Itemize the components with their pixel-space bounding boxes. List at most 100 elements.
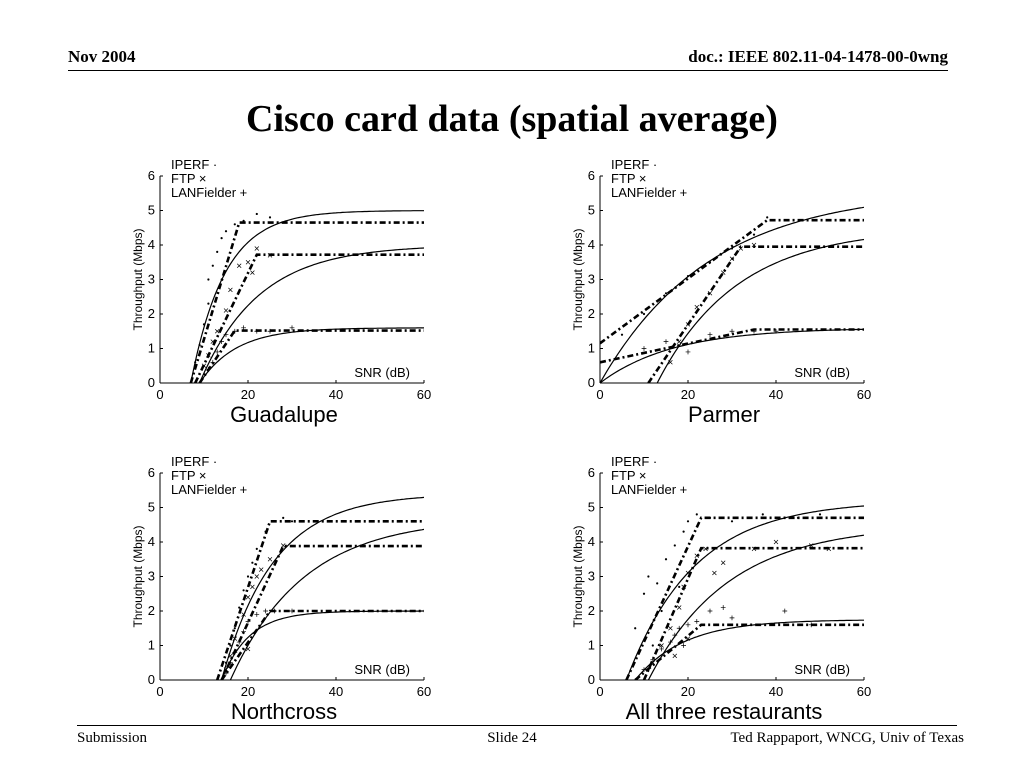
data-point-iperf: [290, 520, 294, 523]
data-point-ftp: [245, 646, 251, 652]
piecewise-fit-line: [220, 544, 424, 680]
slide-title: Cisco card data (spatial average): [246, 98, 778, 140]
data-point-lanfielder: [659, 646, 664, 652]
y-tick-label: 2: [588, 306, 595, 321]
data-point-lanfielder: [707, 332, 713, 338]
data-point-ftp: [210, 339, 216, 344]
piecewise-fit-line: [647, 245, 864, 383]
data-point-iperf: [233, 627, 236, 630]
data-point-lanfielder: [214, 349, 220, 355]
fit-curve: [199, 247, 424, 383]
data-point-lanfielder: [228, 660, 233, 666]
data-point-ftp: [214, 329, 220, 334]
data-point-ftp: [676, 339, 682, 344]
data-point-lanfielder: [694, 618, 700, 624]
data-point-ftp: [826, 546, 832, 552]
chart-caption: Parmer: [688, 402, 760, 427]
y-tick-label: 4: [148, 534, 155, 549]
data-point-ftp: [808, 543, 814, 548]
data-point-iperf: [642, 592, 646, 595]
chart-caption: Guadalupe: [230, 402, 338, 427]
y-tick-label: 4: [588, 534, 595, 549]
piecewise-fit-line: [600, 328, 864, 364]
y-axis-label: Throughput (Mbps): [571, 228, 585, 330]
data-point-lanfielder: [650, 656, 656, 662]
legend-entry: IPERF ·: [171, 157, 217, 172]
data-point-lanfielder: [668, 639, 673, 645]
data-point-lanfielder: [206, 366, 211, 372]
piecewise-fit-line: [194, 253, 424, 383]
y-tick-label: 3: [588, 569, 595, 584]
data-point-lanfielder: [219, 339, 224, 344]
data-point-iperf: [686, 274, 690, 278]
y-tick-label: 6: [148, 465, 155, 480]
x-tick-label: 60: [417, 684, 431, 699]
legend-entry: LANFielder +: [171, 185, 247, 200]
data-point-ftp: [685, 322, 691, 327]
y-tick-label: 1: [148, 341, 155, 356]
y-tick-label: 4: [588, 237, 595, 252]
data-point-ftp: [241, 612, 246, 617]
data-point-iperf: [224, 230, 228, 233]
data-point-lanfielder: [263, 608, 268, 614]
x-tick-label: 40: [329, 684, 343, 699]
data-point-lanfielder: [672, 632, 678, 638]
data-point-ftp: [228, 653, 233, 659]
legend-entry: FTP ×: [611, 171, 647, 186]
data-point-ftp: [729, 256, 735, 262]
y-tick-label: 1: [588, 341, 595, 356]
data-point-ftp: [267, 253, 273, 258]
data-point-ftp: [751, 242, 757, 248]
data-point-ftp: [201, 363, 207, 368]
piecewise-fit-line: [215, 520, 424, 680]
data-point-iperf: [752, 233, 756, 236]
header-doc-id: doc.: IEEE 802.11-04-1478-00-0wng: [688, 47, 948, 66]
fit-curve: [634, 619, 864, 680]
data-point-ftp: [232, 636, 238, 641]
legend-entry: IPERF ·: [611, 454, 657, 469]
data-point-ftp: [668, 360, 673, 365]
fit-curve: [647, 534, 864, 680]
data-point-iperf: [246, 575, 250, 578]
data-point-ftp: [245, 594, 251, 600]
footer-submission: Submission: [77, 730, 148, 746]
data-point-lanfielder: [241, 325, 246, 331]
data-point-iperf: [664, 558, 668, 561]
data-point-iperf: [194, 361, 197, 364]
data-point-iperf: [255, 212, 258, 216]
data-point-iperf: [273, 520, 276, 523]
legend-entry: IPERF ·: [611, 157, 657, 172]
fit-curve: [221, 496, 424, 680]
data-point-ftp: [258, 567, 264, 572]
y-axis-label: Throughput (Mbps): [571, 525, 585, 627]
fit-curve: [656, 238, 864, 383]
y-tick-label: 3: [588, 272, 595, 287]
y-tick-label: 6: [148, 168, 155, 183]
data-point-iperf: [229, 644, 232, 647]
header-divider: [68, 70, 948, 71]
legend-entry: IPERF ·: [171, 454, 217, 469]
fit-curve: [190, 210, 424, 383]
data-point-lanfielder: [808, 622, 814, 628]
data-point-ftp: [245, 260, 251, 265]
data-point-iperf: [242, 219, 245, 222]
piecewise-fit-line: [189, 221, 424, 383]
x-tick-label: 60: [857, 684, 871, 699]
data-point-lanfielder: [210, 359, 216, 365]
y-tick-label: 0: [588, 672, 595, 687]
data-point-lanfielder: [641, 667, 647, 673]
footer-slide-number: Slide 24: [487, 730, 537, 746]
data-point-iperf: [242, 589, 245, 592]
fit-curve: [229, 528, 424, 680]
data-point-lanfielder: [707, 608, 713, 614]
data-point-ftp: [738, 246, 744, 251]
legend-entry: LANFielder +: [611, 482, 687, 497]
x-axis-label: SNR (dB): [354, 662, 410, 677]
y-tick-label: 5: [148, 500, 155, 515]
x-tick-label: 0: [596, 387, 603, 402]
data-point-iperf: [216, 250, 219, 253]
data-point-ftp: [712, 570, 717, 576]
x-tick-label: 40: [769, 684, 783, 699]
y-tick-label: 5: [148, 203, 155, 218]
